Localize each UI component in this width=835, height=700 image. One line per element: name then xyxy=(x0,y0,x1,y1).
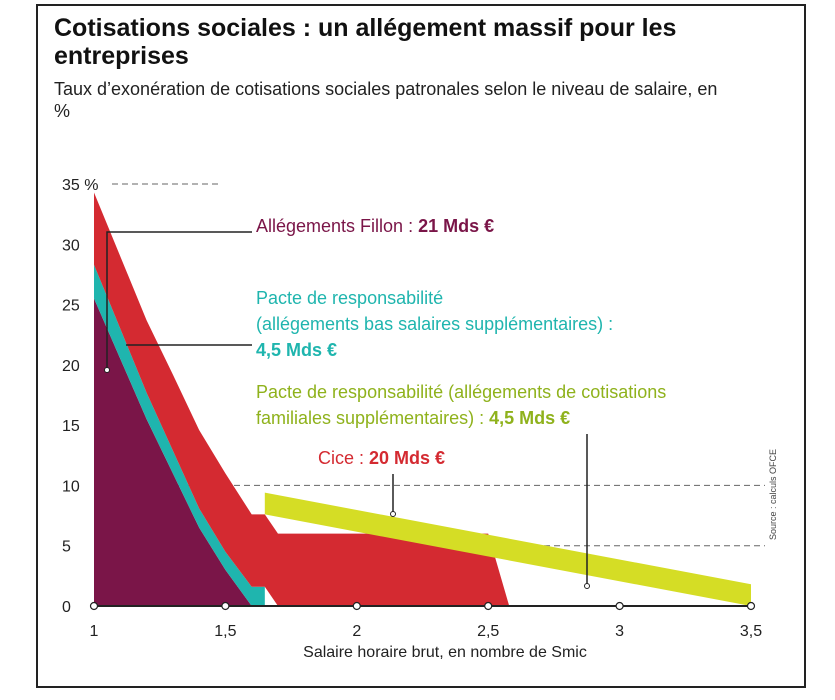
x-tick-label: 2,5 xyxy=(477,623,499,640)
callout-dot-pacte-fam xyxy=(584,583,590,589)
source-note: Source : calculs OFCE xyxy=(768,448,778,540)
callouts xyxy=(104,231,590,589)
x-tick-marker xyxy=(221,601,230,611)
x-tick-marker xyxy=(484,601,493,611)
y-tick-label: 5 xyxy=(62,539,71,556)
y-tick-label: 0 xyxy=(62,599,71,616)
annotation-cice: Cice : 20 Mds € xyxy=(318,448,445,468)
callout-dot-fillon xyxy=(104,367,110,373)
annotation-pacte-fam: Pacte de responsabilité (allégements de … xyxy=(256,382,671,428)
area-cice xyxy=(94,192,510,606)
x-tick-label: 3 xyxy=(615,623,624,640)
area-pacte_fam xyxy=(264,492,751,606)
chart-subtitle: Taux d’exonération de cotisations social… xyxy=(54,79,718,121)
chart-frame xyxy=(36,4,806,688)
area-fillon xyxy=(94,298,252,606)
x-tick-label: 1,5 xyxy=(214,623,236,640)
chart-title: Cotisations sociales : un allégement mas… xyxy=(54,14,677,70)
x-axis-label: Salaire horaire brut, en nombre de Smic xyxy=(303,644,587,661)
y-tick-label: 10 xyxy=(62,478,80,495)
y-tick-label: 15 xyxy=(62,418,80,435)
y-tick-label: 30 xyxy=(62,237,80,254)
y-tick-label: 35 % xyxy=(62,177,98,194)
x-tick-marker xyxy=(89,601,99,611)
y-tick-label: 20 xyxy=(62,358,80,375)
x-tick-marker xyxy=(746,601,756,611)
x-tick-label: 3,5 xyxy=(740,623,762,640)
x-tick-marker xyxy=(615,601,624,611)
annotation-pacte-bas: Pacte de responsabilité (allégements bas… xyxy=(256,288,618,360)
x-tick-marker xyxy=(352,601,361,611)
axes: 5 10 15 20 25 30 35 % 0 1 1,5 2 2,5 3 3,5 xyxy=(62,177,762,640)
x-tick-label: 1 xyxy=(90,623,99,640)
areas xyxy=(94,192,751,606)
y-tick-label: 25 xyxy=(62,298,80,315)
callout-line-fillon xyxy=(106,231,252,370)
callout-dot-cice xyxy=(390,511,396,517)
x-tick-label: 2 xyxy=(352,623,361,640)
annotation-fillon: Allégements Fillon : 21 Mds € xyxy=(256,216,494,236)
